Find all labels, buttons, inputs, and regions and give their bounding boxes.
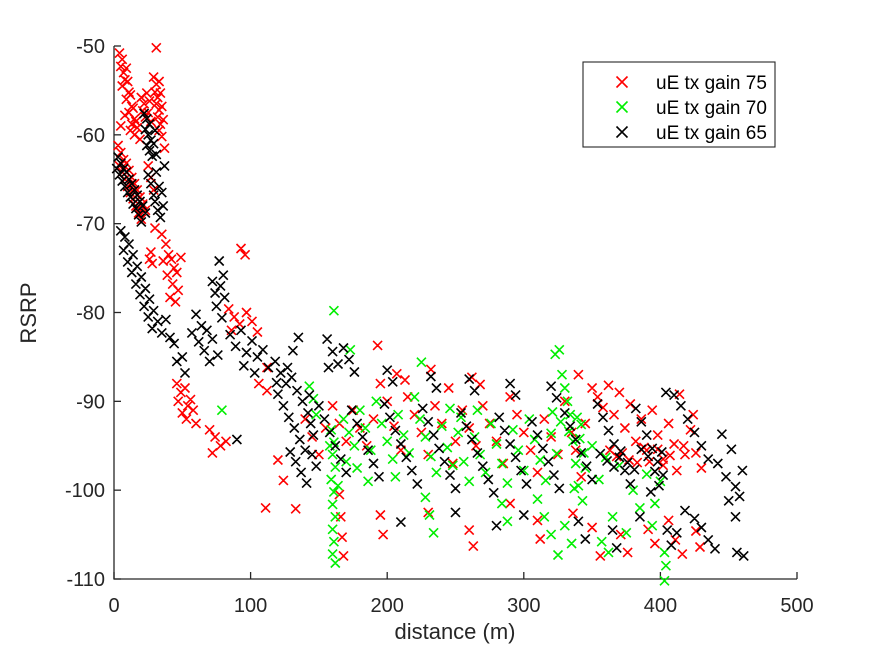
x-tick-label: 100 — [234, 595, 267, 617]
x-tick-label: 200 — [371, 595, 404, 617]
data-points — [111, 42, 749, 586]
x-axis-label: distance (m) — [394, 619, 515, 644]
legend-marker-icon — [615, 75, 629, 89]
series-uE-tx-gain-65 — [111, 108, 749, 561]
x-tick-label: 300 — [507, 595, 540, 617]
y-tick-label: -70 — [76, 214, 105, 236]
y-tick-label: -90 — [76, 391, 105, 413]
axes: 0 100 200 300 400 500 -110 -100 -90 -80 -70 -60 -50 — [65, 36, 814, 617]
legend-item-label: uE tx gain 75 — [656, 73, 767, 94]
legend-box — [582, 61, 776, 148]
y-tick-label: -100 — [65, 480, 105, 502]
y-tick-label: -110 — [66, 569, 105, 591]
legend-item-label: uE tx gain 70 — [656, 98, 767, 119]
y-tick-label: -50 — [76, 36, 105, 58]
y-tick-label: -60 — [76, 125, 105, 147]
legend: uE tx gain 75 uE tx gain 70 uE tx gain 65 — [582, 61, 776, 148]
legend-marker-icon — [615, 125, 629, 139]
series-uE-tx-gain-70 — [216, 305, 671, 586]
y-axis-label: RSRP — [16, 282, 41, 343]
legend-item-label: uE tx gain 65 — [656, 123, 767, 144]
x-tick-label: 500 — [780, 595, 813, 617]
y-tick-label: -80 — [76, 303, 105, 325]
x-tick-label: 400 — [644, 595, 677, 617]
legend-marker-icon — [615, 100, 629, 114]
x-tick-label: 0 — [108, 595, 119, 617]
